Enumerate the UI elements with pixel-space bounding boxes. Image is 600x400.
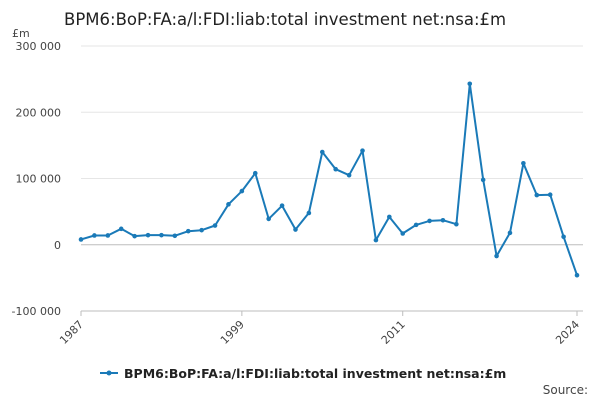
data-point[interactable] bbox=[172, 233, 178, 239]
data-point[interactable] bbox=[454, 221, 459, 227]
data-point[interactable] bbox=[159, 232, 164, 238]
data-point[interactable] bbox=[185, 228, 191, 234]
data-point[interactable] bbox=[494, 253, 499, 259]
data-point[interactable] bbox=[279, 203, 285, 208]
data-point[interactable] bbox=[145, 232, 151, 238]
legend-point-marker bbox=[106, 370, 112, 376]
legend-series-name: BPM6:BoP:FA:a/l:FDI:liab:total investmen… bbox=[124, 366, 506, 381]
y-tick-label: 300 000 bbox=[16, 40, 62, 53]
data-point[interactable] bbox=[561, 234, 566, 240]
data-point[interactable] bbox=[306, 210, 312, 216]
data-point[interactable] bbox=[319, 149, 325, 155]
y-tick-label: 0 bbox=[54, 239, 61, 252]
data-point[interactable] bbox=[547, 192, 553, 198]
data-point[interactable] bbox=[266, 216, 271, 222]
data-point[interactable] bbox=[574, 272, 580, 278]
data-point[interactable] bbox=[413, 222, 419, 228]
data-point[interactable] bbox=[105, 233, 111, 238]
series-layer bbox=[78, 81, 580, 278]
data-point[interactable] bbox=[226, 202, 231, 207]
x-tick-label: 1987 bbox=[57, 318, 86, 347]
y-axis-unit-label: £m bbox=[12, 27, 30, 40]
data-point[interactable] bbox=[78, 237, 84, 242]
data-point[interactable] bbox=[132, 233, 137, 239]
y-tick-label: 100 000 bbox=[16, 173, 62, 186]
data-point[interactable] bbox=[118, 226, 124, 232]
data-point[interactable] bbox=[467, 81, 473, 87]
data-point[interactable] bbox=[521, 160, 526, 166]
data-point[interactable] bbox=[293, 227, 298, 232]
data-point[interactable] bbox=[480, 177, 486, 183]
data-point[interactable] bbox=[373, 237, 379, 243]
data-point[interactable] bbox=[333, 166, 339, 172]
data-point[interactable] bbox=[400, 231, 406, 236]
data-point[interactable] bbox=[239, 188, 245, 194]
data-point[interactable] bbox=[360, 148, 365, 153]
data-point[interactable] bbox=[92, 233, 97, 238]
data-point[interactable] bbox=[212, 223, 218, 228]
chart-title: BPM6:BoP:FA:a/l:FDI:liab:total investmen… bbox=[64, 10, 506, 29]
y-tick-label: 200 000 bbox=[16, 106, 62, 119]
y-axis-ticks: -100 000 0 100 000 200 000 300 000 bbox=[12, 40, 61, 318]
y-tick-label: -100 000 bbox=[12, 305, 61, 318]
data-point[interactable] bbox=[387, 214, 392, 220]
gridlines bbox=[81, 45, 583, 312]
data-point[interactable] bbox=[346, 172, 352, 178]
data-point[interactable] bbox=[199, 227, 204, 233]
x-tick-label: 2011 bbox=[379, 318, 408, 347]
x-tick-label: 2024 bbox=[553, 318, 582, 347]
x-axis-ticks: 1987 1999 2011 2024 bbox=[57, 310, 583, 347]
data-point[interactable] bbox=[507, 230, 513, 236]
data-point[interactable] bbox=[252, 170, 258, 176]
data-point[interactable] bbox=[427, 218, 432, 224]
x-tick-label: 1999 bbox=[218, 318, 247, 347]
data-point[interactable] bbox=[440, 217, 446, 223]
source-label: Source: bbox=[543, 383, 588, 397]
data-point[interactable] bbox=[534, 192, 540, 198]
legend[interactable]: BPM6:BoP:FA:a/l:FDI:liab:total investmen… bbox=[100, 366, 506, 381]
